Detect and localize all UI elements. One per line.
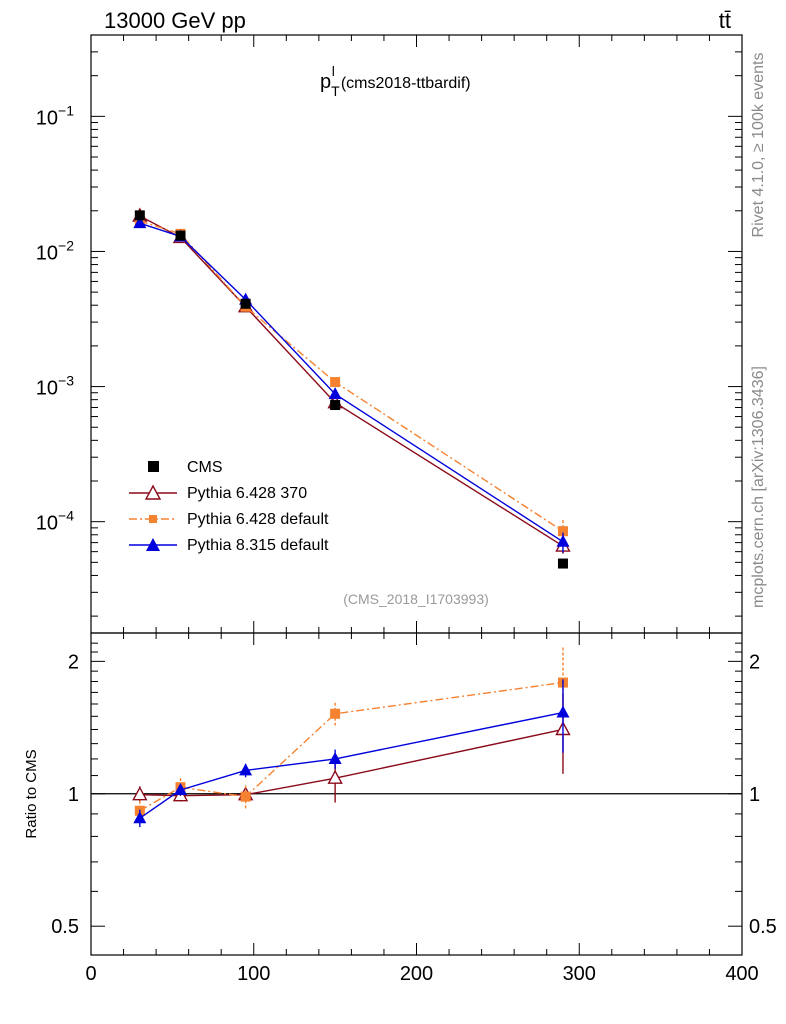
ratio-point-pythia-6-428-default bbox=[240, 791, 251, 802]
main-data-layer bbox=[132, 207, 571, 569]
y-tick-label: 10−2 bbox=[36, 237, 74, 264]
ratio-point-pythia-8-315-default bbox=[174, 782, 188, 795]
y-tick-label: 10−4 bbox=[36, 508, 74, 535]
ratio-point-pythia-6-428-370 bbox=[132, 786, 148, 801]
plot-title: pTl (cms2018-ttbardif) bbox=[320, 63, 471, 99]
main-point-cms bbox=[330, 400, 341, 411]
ratio-point-pythia-8-315-default bbox=[556, 705, 570, 718]
main-point-pythia-6-428-default bbox=[557, 526, 568, 537]
main-point-pythia-6-428-default bbox=[330, 377, 341, 388]
x-tick-label: 200 bbox=[400, 963, 433, 985]
analysis-id: (CMS_2018_I1703993) bbox=[343, 591, 489, 607]
ratio-y-tick-label-left: 1 bbox=[68, 784, 79, 806]
title-suffix: (cms2018-ttbardif) bbox=[341, 75, 471, 92]
legend-marker-pythia8-default bbox=[146, 538, 160, 551]
process-label: tt̄ bbox=[719, 8, 731, 33]
main-point-cms bbox=[557, 558, 568, 569]
legend-label-cms: CMS bbox=[187, 459, 223, 476]
ratio-point-pythia-8-315-default bbox=[133, 811, 147, 824]
title-superscript: l bbox=[332, 63, 335, 79]
axes-layer: 0 100 200 300 400 10−1 10−2 10−3 10−4 0.5 0.5 1 1 2 2 bbox=[36, 34, 777, 985]
main-point-cms bbox=[240, 298, 251, 309]
legend-label-pythia8-default: Pythia 8.315 default bbox=[187, 537, 329, 554]
y-tick-label: 10−1 bbox=[36, 102, 74, 129]
legend-label-pythia6-370: Pythia 6.428 370 bbox=[187, 485, 307, 502]
mcplots-label: mcplots.cern.ch [arXiv:1306.3436] bbox=[750, 366, 767, 608]
main-point-pythia-8-315-default bbox=[556, 534, 570, 547]
ratio-y-axis-label: Ratio to CMS bbox=[23, 749, 40, 838]
ratio-point-pythia-6-428-default bbox=[330, 708, 341, 719]
legend-marker-pythia6-default bbox=[149, 515, 157, 523]
x-tick-label: 300 bbox=[563, 963, 596, 985]
legend: CMS Pythia 6.428 370 Pythia 6.428 defaul… bbox=[129, 459, 329, 554]
main-point-pythia-8-315-default bbox=[133, 216, 147, 229]
legend-label-pythia6-default: Pythia 6.428 default bbox=[187, 511, 329, 528]
main-point-cms bbox=[134, 210, 145, 221]
legend-marker-cms bbox=[148, 461, 159, 472]
x-tick-label: 400 bbox=[725, 963, 758, 985]
ratio-y-tick-label-right: 2 bbox=[749, 651, 760, 673]
main-point-pythia-8-315-default bbox=[328, 387, 342, 400]
energy-label: 13000 GeV pp bbox=[104, 8, 246, 33]
ratio-point-pythia-8-315-default bbox=[328, 751, 342, 764]
ratio-y-tick-label-right: 1 bbox=[749, 784, 760, 806]
ratio-y-tick-label-left: 2 bbox=[68, 651, 79, 673]
ratio-y-tick-label-right: 0.5 bbox=[749, 916, 777, 938]
title-variable: p bbox=[320, 71, 331, 93]
title-subscript: T bbox=[331, 83, 340, 99]
ratio-y-tick-label-left: 0.5 bbox=[51, 916, 79, 938]
ratio-data-layer bbox=[132, 647, 571, 828]
main-point-cms bbox=[175, 230, 186, 241]
ratio-line-pythia-8-315-default bbox=[139, 711, 564, 819]
y-tick-label: 10−3 bbox=[36, 373, 74, 400]
x-tick-label: 100 bbox=[237, 963, 270, 985]
ratio-point-pythia-6-428-370 bbox=[327, 769, 343, 784]
ratio-line-pythia-6-428-370 bbox=[139, 728, 564, 797]
x-tick-label: 0 bbox=[85, 963, 96, 985]
ratio-point-pythia-8-315-default bbox=[239, 763, 253, 776]
ratio-line-pythia-6-428-default bbox=[139, 681, 564, 812]
rivet-label: Rivet 4.1.0, ≥ 100k events bbox=[750, 53, 767, 238]
legend-marker-pythia6-370 bbox=[144, 484, 162, 500]
